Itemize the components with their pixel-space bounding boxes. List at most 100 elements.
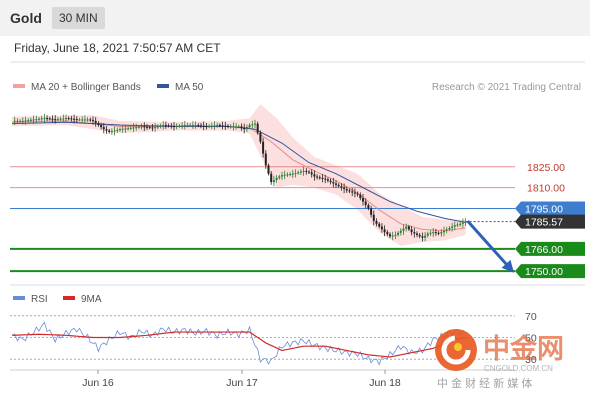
price-tag-text-1795.00: 1795.00 — [525, 203, 563, 215]
candle — [440, 229, 443, 237]
candle-body — [278, 176, 281, 178]
candle — [386, 230, 389, 237]
candle — [156, 124, 159, 130]
candle-body — [21, 120, 24, 122]
legend-rsi-ma-label: 9MA — [81, 294, 102, 305]
candle-body — [337, 184, 340, 187]
candle — [16, 118, 19, 124]
rsi-legend: RSI 9MA — [13, 294, 102, 305]
rsi-series-RSI — [11, 321, 466, 366]
candle — [83, 115, 86, 124]
candle-body — [353, 192, 356, 194]
candle-body — [291, 173, 294, 175]
candle — [359, 192, 362, 201]
candle-body — [443, 230, 445, 233]
candle-body — [310, 172, 313, 175]
candle — [318, 175, 321, 180]
candle-body — [48, 118, 51, 120]
candle — [297, 170, 300, 175]
candle-body — [16, 120, 19, 122]
candle-body — [46, 118, 49, 120]
candle — [340, 183, 343, 191]
candle — [56, 116, 59, 122]
candle — [181, 122, 184, 130]
candle — [245, 124, 248, 132]
candle — [267, 163, 270, 176]
candle — [270, 171, 273, 185]
candle — [264, 150, 267, 169]
candle — [405, 223, 408, 232]
candle-body — [224, 125, 227, 127]
candle — [424, 231, 427, 242]
candle — [48, 116, 51, 121]
candle-body — [89, 119, 92, 121]
candle-body — [429, 232, 432, 234]
candle — [248, 123, 251, 129]
candle-body — [326, 179, 329, 181]
candle-body — [213, 125, 216, 127]
candle — [235, 123, 238, 130]
candle — [416, 231, 418, 238]
candle — [154, 123, 157, 132]
ma50-line — [11, 121, 466, 223]
candle — [237, 124, 240, 129]
candle-body — [461, 222, 464, 224]
candle-body — [389, 234, 391, 237]
candle — [313, 170, 316, 181]
candle-body — [281, 175, 283, 177]
main-plot-area — [10, 104, 515, 273]
candle-body — [413, 232, 416, 234]
watermark-logo-dot — [454, 343, 462, 351]
candle-body — [202, 125, 205, 127]
candle-body — [32, 119, 35, 121]
candle — [116, 127, 119, 134]
time-label-jun-16: Jun 16 — [82, 377, 114, 389]
candle-body — [162, 125, 165, 127]
time-label-jun-17: Jun 17 — [226, 377, 258, 389]
candle-body — [40, 118, 43, 120]
candle-body — [175, 126, 178, 128]
candle-body — [348, 190, 351, 192]
candle-body — [275, 177, 278, 180]
candle — [378, 222, 381, 229]
candle — [437, 231, 440, 236]
candle — [113, 126, 116, 136]
candle — [407, 224, 410, 232]
candle — [127, 126, 130, 131]
watermark: 中金网 CNGOLD.COM.CN 中 金 财 经 新 媒 体 — [435, 329, 564, 390]
candle-body — [410, 229, 413, 233]
candle-body — [299, 171, 302, 173]
legend-swatch-rsi — [13, 296, 25, 300]
candle-body — [329, 180, 332, 183]
candle-body — [229, 126, 232, 128]
candle — [343, 183, 346, 194]
candle-body — [151, 127, 154, 129]
candle-body — [254, 123, 256, 125]
candle-body — [75, 119, 78, 121]
candle — [326, 177, 329, 183]
candle — [137, 125, 140, 129]
candle — [227, 124, 229, 129]
candle-body — [148, 127, 151, 129]
candle — [329, 178, 332, 185]
candle-body — [78, 119, 81, 121]
candle-body — [391, 235, 394, 237]
candle-body — [200, 125, 202, 127]
watermark-logo-swirl — [441, 335, 471, 365]
candle — [456, 222, 459, 228]
candle-body — [105, 129, 108, 131]
candle-body — [256, 123, 259, 133]
candle-body — [110, 131, 113, 133]
candle-body — [321, 177, 324, 179]
candle — [353, 188, 356, 198]
candle-body — [210, 125, 213, 127]
timeframe-badge[interactable]: 30 MIN — [52, 7, 105, 29]
candle-body — [159, 125, 162, 127]
candle — [299, 169, 302, 175]
candle-body — [83, 119, 86, 121]
candle — [13, 116, 16, 126]
candle-body — [440, 232, 443, 234]
candle-body — [248, 125, 251, 128]
candle-body — [94, 120, 97, 123]
candle-body — [129, 127, 132, 129]
